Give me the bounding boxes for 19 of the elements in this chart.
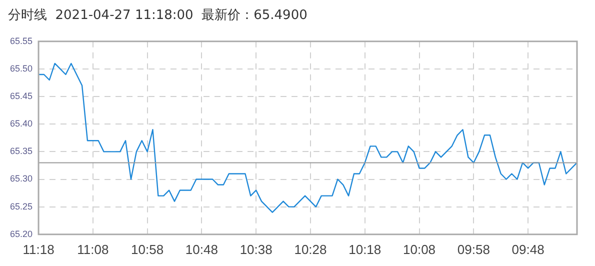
x-tick-label: 10:28 bbox=[294, 242, 327, 257]
x-tick-label: 10:48 bbox=[185, 242, 218, 257]
y-tick-label: 65.40 bbox=[10, 118, 33, 129]
x-tick-label: 11:18 bbox=[22, 242, 54, 257]
x-tick-label: 10:18 bbox=[348, 242, 382, 257]
y-tick-label: 65.50 bbox=[10, 63, 33, 74]
x-tick-label: 09:48 bbox=[512, 242, 544, 257]
y-tick-label: 65.35 bbox=[10, 146, 33, 156]
x-tick-label: 10:08 bbox=[402, 242, 436, 257]
x-tick-label: 10:38 bbox=[240, 242, 272, 257]
y-tick-label: 65.55 bbox=[10, 36, 33, 46]
x-tick-label: 09:58 bbox=[457, 242, 490, 257]
y-tick-label: 65.45 bbox=[10, 91, 33, 102]
y-tick-label: 65.30 bbox=[10, 174, 33, 184]
x-tick-label: 11:08 bbox=[77, 242, 109, 257]
y-tick-label: 65.20 bbox=[10, 228, 33, 239]
chart-title: 分时线 2021-04-27 11:18:00 最新价：65.4900 bbox=[8, 7, 308, 24]
x-tick-label: 10:58 bbox=[131, 242, 164, 257]
y-tick-label: 65.25 bbox=[10, 201, 33, 212]
